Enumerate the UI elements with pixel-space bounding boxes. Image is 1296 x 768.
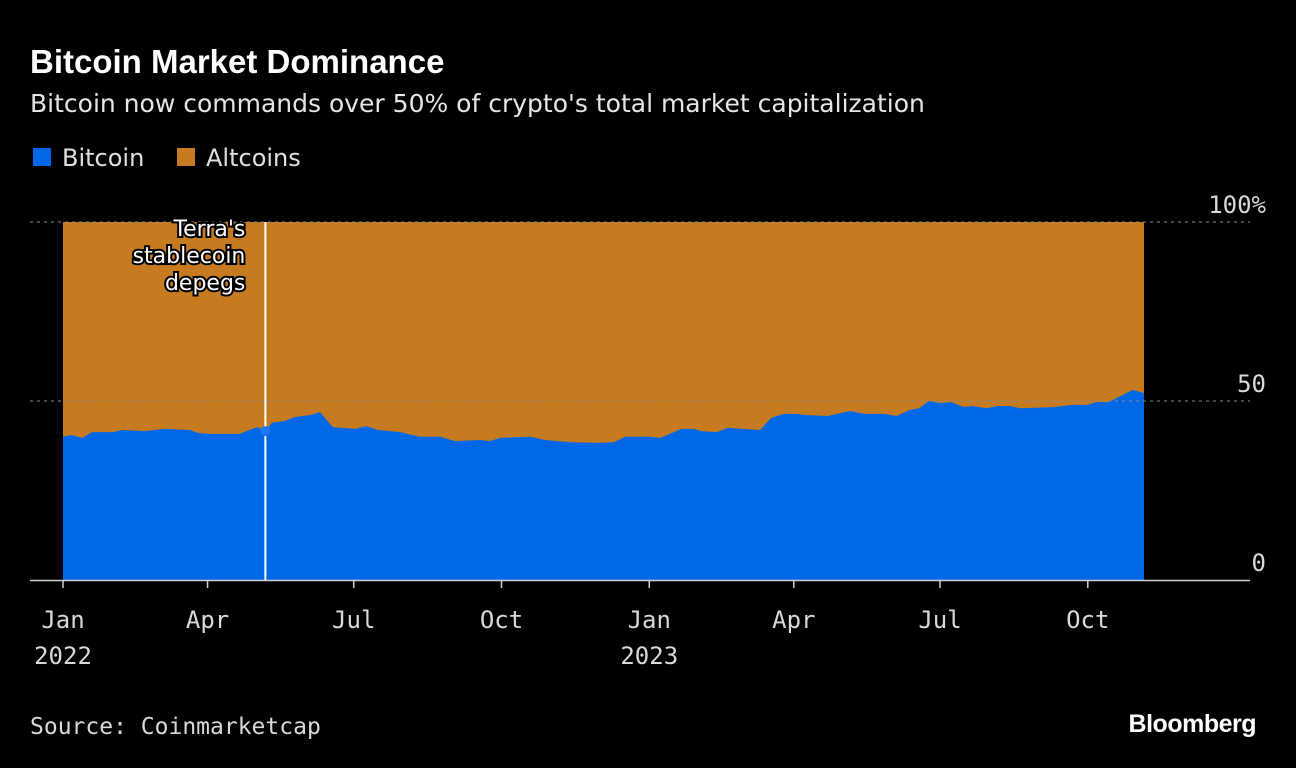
x-tick-label: Jul bbox=[332, 606, 375, 634]
x-tick-label: Jul bbox=[918, 606, 961, 634]
annotation-text: stablecoin bbox=[133, 244, 246, 269]
gridlines bbox=[30, 221, 1250, 582]
x-tick-label: Oct bbox=[1066, 606, 1109, 634]
legend-swatch-bitcoin bbox=[33, 148, 51, 166]
annotation-text: Terra's bbox=[172, 217, 245, 242]
y-tick-label: 0 bbox=[1252, 549, 1266, 577]
legend: Bitcoin Altcoins bbox=[33, 144, 301, 172]
x-axis: Jan 2022 Apr Jul Oct Jan 2023 Apr Jul Oct bbox=[34, 580, 1109, 670]
y-tick-label: 100% bbox=[1208, 191, 1266, 219]
x-tick-label: Apr bbox=[186, 606, 229, 634]
x-tick-year-label: 2022 bbox=[34, 642, 92, 670]
annotation-text: depegs bbox=[165, 271, 245, 296]
x-tick-label: Jan bbox=[41, 606, 84, 634]
legend-label-bitcoin: Bitcoin bbox=[62, 144, 144, 172]
legend-swatch-altcoins bbox=[177, 148, 195, 166]
x-tick-label: Oct bbox=[480, 606, 523, 634]
y-tick-label: 50 bbox=[1237, 370, 1266, 398]
chart-title: Bitcoin Market Dominance bbox=[30, 43, 444, 80]
x-tick-label: Apr bbox=[772, 606, 815, 634]
annotation-marker bbox=[260, 426, 271, 437]
source-note: Source: Coinmarketcap bbox=[30, 714, 321, 740]
bloomberg-logo: Bloomberg bbox=[1129, 710, 1256, 738]
legend-label-altcoins: Altcoins bbox=[206, 144, 301, 172]
chart-subtitle: Bitcoin now commands over 50% of crypto'… bbox=[30, 89, 925, 118]
x-tick-label: Jan bbox=[628, 606, 671, 634]
y-axis: 100% 50 0 bbox=[1208, 191, 1266, 577]
bitcoin-area bbox=[63, 389, 1144, 580]
x-tick-year-label: 2023 bbox=[620, 642, 678, 670]
